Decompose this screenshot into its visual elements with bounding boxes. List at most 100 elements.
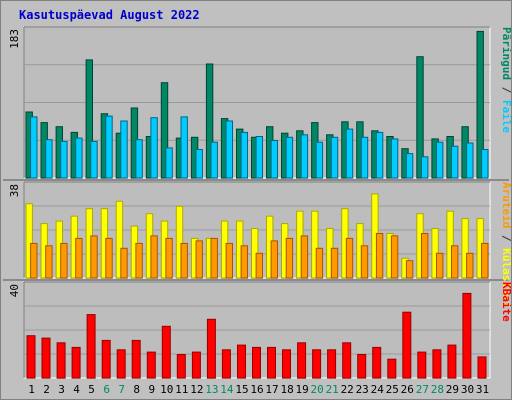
bar-faile-day-1 bbox=[30, 116, 38, 179]
bar-kbaite-day-2 bbox=[41, 337, 51, 379]
bar-külastusi-day-29 bbox=[446, 210, 454, 279]
day-label-13: 13 bbox=[205, 383, 218, 396]
y-max-label: 38 bbox=[8, 184, 21, 197]
bar-faile-day-10 bbox=[165, 147, 173, 179]
bar-aruteid-day-2 bbox=[45, 245, 53, 279]
bar-faile-day-22 bbox=[345, 128, 354, 179]
side-legends: Päringud / Faile Aruteid / KülastusiKBait… bbox=[500, 27, 511, 322]
y-max-label: 40 bbox=[8, 284, 21, 297]
bar-aruteid-day-30 bbox=[466, 252, 474, 279]
bar-aruteid-day-29 bbox=[451, 245, 459, 279]
bar-faile-day-12 bbox=[195, 149, 203, 179]
bar-kbaite-day-27 bbox=[417, 351, 427, 379]
bar-faile-day-15 bbox=[240, 131, 249, 179]
legend-panel-1: Päringud / Faile bbox=[500, 27, 511, 133]
panel-1: 183 bbox=[8, 26, 491, 179]
bar-kbaite-day-31 bbox=[477, 356, 487, 379]
bar-faile-day-4 bbox=[75, 137, 83, 179]
bar-kbaite-day-7 bbox=[116, 349, 126, 379]
legend-faile: Faile bbox=[500, 100, 511, 133]
bar-kbaite-day-16 bbox=[252, 346, 261, 379]
bar-kbaite-day-9 bbox=[146, 351, 156, 379]
legend-kbaite: KBaite bbox=[500, 282, 511, 322]
bar-faile-day-18 bbox=[285, 136, 294, 179]
bar-faile-day-20 bbox=[315, 141, 324, 179]
bar-kbaite-day-19 bbox=[297, 342, 307, 379]
bar-faile-day-11 bbox=[180, 116, 188, 179]
bar-päringud-day-27 bbox=[416, 56, 424, 179]
legend-päringud: Päringud bbox=[500, 27, 511, 80]
chart-panels: 183 38 40 bbox=[3, 26, 509, 379]
bar-kbaite-day-10 bbox=[161, 325, 171, 379]
panel-2: 38 bbox=[8, 181, 491, 279]
day-label-25: 25 bbox=[386, 383, 399, 396]
bar-faile-day-30 bbox=[466, 142, 474, 179]
bar-kbaite-day-22 bbox=[342, 342, 352, 379]
bar-külastusi-day-20 bbox=[311, 210, 319, 279]
bar-kbaite-day-3 bbox=[56, 342, 66, 379]
panel-3: 40 bbox=[8, 281, 491, 379]
day-label-9: 9 bbox=[148, 383, 155, 396]
bar-faile-day-8 bbox=[135, 139, 143, 179]
bar-aruteid-day-12 bbox=[195, 240, 203, 279]
day-label-3: 3 bbox=[58, 383, 65, 396]
bar-faile-day-27 bbox=[421, 156, 429, 179]
day-label-23: 23 bbox=[356, 383, 369, 396]
bar-faile-day-16 bbox=[255, 136, 264, 179]
bar-külastusi-day-11 bbox=[175, 205, 184, 279]
bar-aruteid-day-17 bbox=[270, 240, 279, 279]
legend-separator: / bbox=[500, 80, 511, 100]
bar-päringud-day-13 bbox=[205, 63, 214, 179]
bar-kbaite-day-21 bbox=[327, 349, 337, 379]
day-label-19: 19 bbox=[295, 383, 308, 396]
day-label-15: 15 bbox=[235, 383, 248, 396]
day-label-5: 5 bbox=[88, 383, 95, 396]
bar-aruteid-day-16 bbox=[255, 252, 264, 279]
day-axis: 1 2 3 4 5 6 7 8 9 10 11 12 13 14 15 16 17 18 19 20 21 22 23 24 2… bbox=[28, 383, 489, 396]
bar-faile-day-7 bbox=[120, 120, 128, 179]
bar-kbaite-day-30 bbox=[462, 292, 472, 379]
day-label-24: 24 bbox=[371, 383, 385, 396]
bar-faile-day-13 bbox=[210, 141, 218, 179]
bars bbox=[25, 30, 489, 179]
bar-kbaite-day-13 bbox=[206, 318, 216, 379]
bar-külastusi-day-7 bbox=[115, 200, 124, 279]
legend-panel-3: KBaite bbox=[500, 282, 511, 322]
day-label-22: 22 bbox=[341, 383, 354, 396]
bar-kbaite-day-14 bbox=[221, 349, 231, 379]
bar-aruteid-day-7 bbox=[120, 247, 128, 279]
bar-kbaite-day-23 bbox=[357, 354, 367, 379]
bar-faile-day-9 bbox=[150, 117, 158, 179]
bar-faile-day-25 bbox=[390, 138, 399, 179]
day-label-8: 8 bbox=[133, 383, 140, 396]
bar-aruteid-day-19 bbox=[300, 235, 309, 279]
bar-faile-day-3 bbox=[60, 140, 68, 179]
bar-aruteid-day-4 bbox=[75, 237, 83, 279]
day-label-6: 6 bbox=[103, 383, 110, 396]
bar-kbaite-day-4 bbox=[71, 346, 81, 379]
bar-kbaite-day-12 bbox=[191, 351, 201, 379]
bar-faile-day-26 bbox=[405, 153, 414, 179]
bars bbox=[25, 193, 489, 279]
bar-külastusi-day-1 bbox=[25, 203, 33, 279]
day-label-20: 20 bbox=[310, 383, 323, 396]
day-label-26: 26 bbox=[401, 383, 414, 396]
bar-kbaite-day-1 bbox=[26, 335, 36, 379]
bar-kbaite-day-20 bbox=[312, 349, 322, 379]
bar-kbaite-day-24 bbox=[372, 346, 382, 379]
day-label-12: 12 bbox=[190, 383, 203, 396]
bar-kbaite-day-6 bbox=[101, 339, 111, 379]
legend-külastusi: Külastusi bbox=[500, 248, 511, 308]
bar-aruteid-day-18 bbox=[285, 237, 294, 279]
bar-aruteid-day-5 bbox=[90, 235, 98, 279]
bar-faile-day-19 bbox=[300, 134, 309, 179]
bar-faile-day-2 bbox=[45, 139, 53, 179]
bar-aruteid-day-3 bbox=[60, 242, 68, 279]
legend-panel-2: Aruteid / Külastusi bbox=[500, 182, 511, 308]
day-label-18: 18 bbox=[280, 383, 293, 396]
bar-aruteid-day-13 bbox=[210, 237, 218, 279]
bar-aruteid-day-14 bbox=[225, 242, 234, 279]
day-label-4: 4 bbox=[73, 383, 80, 396]
bar-faile-day-24 bbox=[375, 131, 384, 179]
